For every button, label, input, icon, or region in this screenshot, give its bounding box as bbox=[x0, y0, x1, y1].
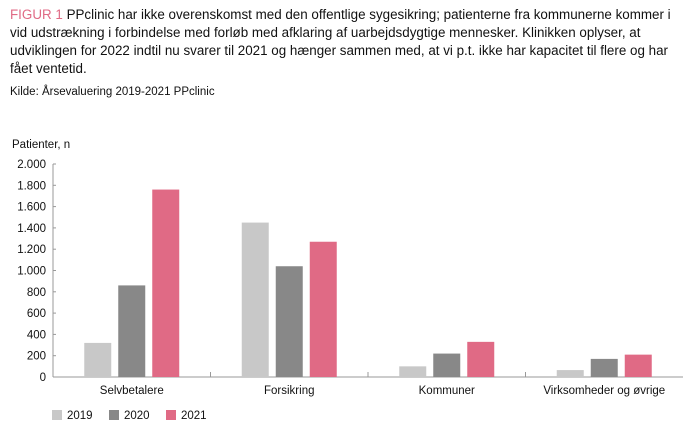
y-tick-label: 1.400 bbox=[17, 223, 46, 235]
legend-swatch-2020 bbox=[109, 410, 119, 420]
y-tick-label: 1.000 bbox=[17, 266, 46, 278]
bar-2021 bbox=[309, 241, 337, 377]
caption-text: PPclinic har ikke overenskomst med den o… bbox=[10, 7, 671, 76]
bar-2021 bbox=[467, 341, 495, 377]
y-tick-label: 0 bbox=[40, 372, 46, 384]
bar-2020 bbox=[118, 285, 146, 377]
y-tick-label: 2.000 bbox=[17, 159, 46, 171]
bar-2021 bbox=[624, 354, 652, 377]
figure-label: FIGUR 1 bbox=[10, 7, 63, 22]
bar-2019 bbox=[84, 342, 112, 377]
bar-2020 bbox=[433, 353, 461, 377]
bar-2019 bbox=[556, 370, 584, 377]
legend-swatch-2019 bbox=[52, 410, 62, 420]
bar-2019 bbox=[241, 222, 269, 377]
y-tick-label: 1.600 bbox=[17, 202, 46, 214]
source-note: Kilde: Årsevaluering 2019-2021 PPclinic bbox=[10, 86, 215, 98]
legend-label: 2020 bbox=[124, 410, 150, 422]
y-tick-label: 200 bbox=[27, 351, 46, 363]
x-tick-label: Selvbetalere bbox=[100, 385, 164, 397]
y-tick-label: 800 bbox=[27, 287, 46, 299]
bar-2019 bbox=[399, 366, 427, 377]
x-tick-label: Forsikring bbox=[264, 385, 314, 397]
legend-swatch-2021 bbox=[166, 410, 176, 420]
y-tick-label: 600 bbox=[27, 308, 46, 320]
y-tick-label: 1.200 bbox=[17, 244, 46, 256]
x-tick-label: Virksomheder og øvrige bbox=[543, 385, 665, 397]
bar-2020 bbox=[590, 358, 618, 377]
y-axis-label: Patienter, n bbox=[12, 139, 70, 151]
y-tick-label: 400 bbox=[27, 329, 46, 341]
bar-2021 bbox=[152, 189, 180, 377]
bar-2020 bbox=[275, 266, 303, 377]
y-tick-label: 1.800 bbox=[17, 180, 46, 192]
legend-label: 2021 bbox=[181, 410, 207, 422]
legend-label: 2019 bbox=[67, 410, 93, 422]
x-tick-label: Kommuner bbox=[419, 385, 475, 397]
figure-caption: FIGUR 1 PPclinic har ikke overenskomst m… bbox=[10, 6, 680, 78]
